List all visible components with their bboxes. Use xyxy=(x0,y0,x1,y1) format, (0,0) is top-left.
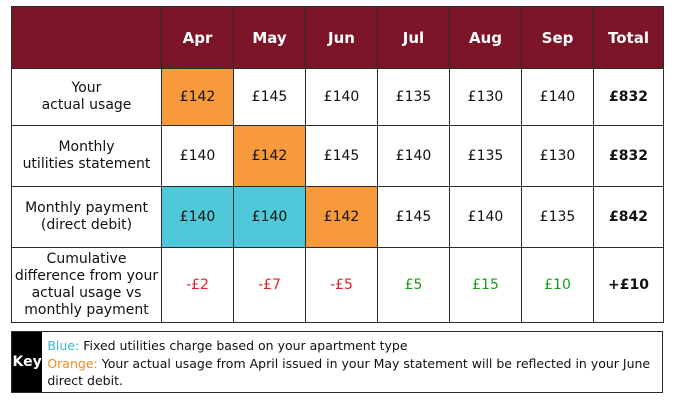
key-line-orange: Orange: Your actual usage from April iss… xyxy=(47,355,656,390)
cell-apr: -£2 xyxy=(161,247,234,323)
cell-aug: £130 xyxy=(449,68,522,126)
cell-jun: -£5 xyxy=(305,247,378,323)
cell-total: +£10 xyxy=(593,247,664,323)
row-utilities-statement: Monthly utilities statement £140 £142 £1… xyxy=(11,125,664,187)
row-cumulative-difference: Cumulative difference from your actual u… xyxy=(11,247,664,323)
cell-jul: £140 xyxy=(377,125,450,187)
cell-total: £842 xyxy=(593,186,664,248)
cell-apr: £140 xyxy=(161,186,234,248)
row-label: Monthly payment (direct debit) xyxy=(11,186,162,248)
cell-total: £832 xyxy=(593,125,664,187)
cell-jul: £145 xyxy=(377,186,450,248)
cell-jul: £5 xyxy=(377,247,450,323)
cell-may: £145 xyxy=(233,68,306,126)
cell-sep: £10 xyxy=(521,247,594,323)
key-line-blue: Blue: Fixed utilities charge based on yo… xyxy=(47,337,656,355)
utilities-table: Apr May Jun Jul Aug Sep Total Your actua… xyxy=(11,6,664,323)
cell-may: -£7 xyxy=(233,247,306,323)
header-corner xyxy=(11,6,162,69)
header-jul: Jul xyxy=(377,6,450,69)
row-label-line: difference from your xyxy=(14,268,159,284)
row-monthly-payment: Monthly payment (direct debit) £140 £140… xyxy=(11,186,664,248)
row-label-line: Cumulative xyxy=(46,251,127,267)
cell-sep: £130 xyxy=(521,125,594,187)
key-label: Key xyxy=(12,332,43,392)
key-orange-text: Your actual usage from April issued in y… xyxy=(47,355,651,389)
row-label-line: Your xyxy=(71,80,102,96)
header-total: Total xyxy=(593,6,664,69)
row-label-line: (direct debit) xyxy=(40,217,133,233)
cell-aug: £140 xyxy=(449,186,522,248)
cell-jun: £145 xyxy=(305,125,378,187)
cell-jun: £140 xyxy=(305,68,378,126)
cell-jul: £135 xyxy=(377,68,450,126)
row-label-line: actual usage xyxy=(41,97,132,113)
row-label: Monthly utilities statement xyxy=(11,125,162,187)
row-label: Your actual usage xyxy=(11,68,162,126)
cell-sep: £135 xyxy=(521,186,594,248)
row-actual-usage: Your actual usage £142 £145 £140 £135 £1… xyxy=(11,68,664,126)
row-label-line: monthly payment xyxy=(24,302,149,318)
header-apr: Apr xyxy=(161,6,234,69)
cell-aug: £135 xyxy=(449,125,522,187)
key-orange-prefix: Orange: xyxy=(47,355,98,371)
row-label-line: Monthly xyxy=(58,139,115,155)
row-label-line: Monthly payment xyxy=(25,200,148,216)
cell-may: £140 xyxy=(233,186,306,248)
cell-apr: £140 xyxy=(161,125,234,187)
key-blue-text: Fixed utilities charge based on your apa… xyxy=(83,338,408,353)
row-label: Cumulative difference from your actual u… xyxy=(11,247,162,323)
header-aug: Aug xyxy=(449,6,522,69)
header-jun: Jun xyxy=(305,6,378,69)
key-box: Key Blue: Fixed utilities charge based o… xyxy=(11,331,663,393)
cell-apr: £142 xyxy=(161,68,234,126)
row-label-line: utilities statement xyxy=(22,156,151,172)
key-blue-prefix: Blue: xyxy=(47,338,80,353)
row-label-line: actual usage vs xyxy=(31,285,142,301)
cell-aug: £15 xyxy=(449,247,522,323)
cell-sep: £140 xyxy=(521,68,594,126)
header-row: Apr May Jun Jul Aug Sep Total xyxy=(11,6,664,69)
header-sep: Sep xyxy=(521,6,594,69)
cell-jun: £142 xyxy=(305,186,378,248)
header-may: May xyxy=(233,6,306,69)
key-text: Blue: Fixed utilities charge based on yo… xyxy=(42,332,662,392)
cell-total: £832 xyxy=(593,68,664,126)
cell-may: £142 xyxy=(233,125,306,187)
